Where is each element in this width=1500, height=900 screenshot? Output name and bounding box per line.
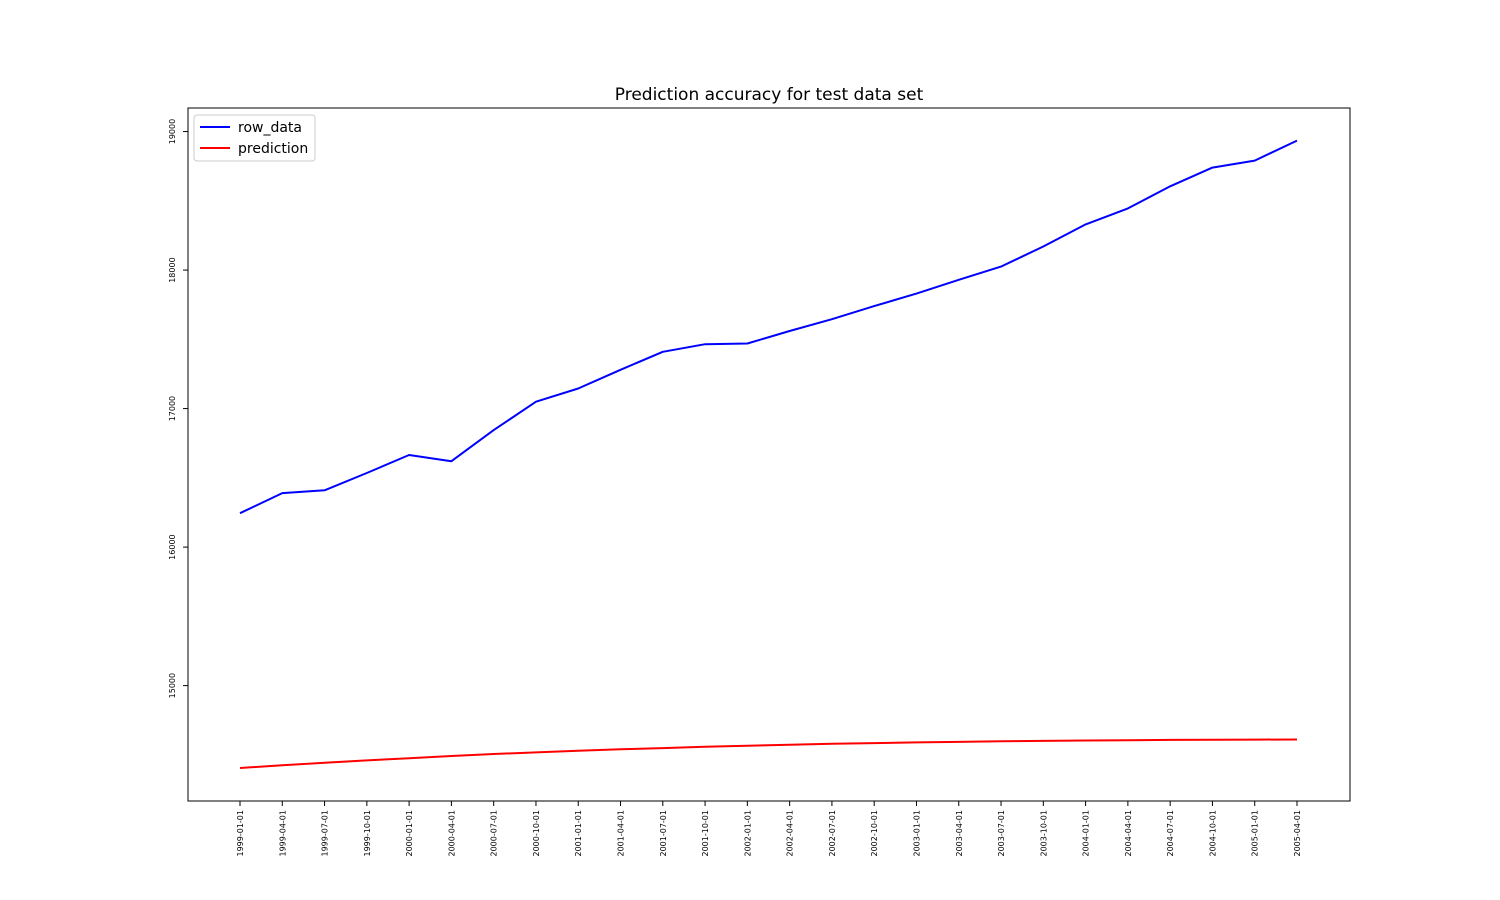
x-tick-label: 2000-04-01: [447, 810, 456, 857]
x-tick-label: 2001-07-01: [659, 810, 668, 857]
x-tick-label: 2000-10-01: [532, 810, 541, 857]
x-tick-label: 1999-10-01: [363, 810, 372, 857]
x-tick-label: 2004-10-01: [1208, 810, 1217, 857]
series-layer: [239, 139, 1298, 769]
y-tick-label: 16000: [168, 534, 177, 559]
x-tick-label: 2005-04-01: [1293, 810, 1302, 857]
plot-area: [187, 107, 1351, 802]
legend-label-prediction: prediction: [238, 141, 308, 157]
legend-label-row-data: row_data: [238, 120, 302, 136]
y-tick-label: 18000: [168, 257, 177, 282]
y-tick-label: 17000: [168, 396, 177, 421]
x-tick-label: 2004-07-01: [1166, 810, 1175, 857]
chart-title: Prediction accuracy for test data set: [615, 85, 924, 105]
x-tick-label: 2003-07-01: [997, 810, 1006, 857]
x-tick-label: 1999-04-01: [278, 810, 287, 857]
x-tick-label: 2004-04-01: [1124, 810, 1133, 857]
x-tick-label: 2004-01-01: [1082, 810, 1091, 857]
legend: row_data prediction: [193, 114, 316, 162]
series-line-row-data: [239, 139, 1298, 515]
x-tick-label: 2001-04-01: [617, 810, 626, 857]
y-axis: 15000 16000 17000 18000 19000: [168, 119, 188, 698]
x-tick-label: 2000-07-01: [490, 810, 499, 857]
series-line-prediction: [239, 738, 1298, 769]
x-tick-label: 1999-07-01: [321, 810, 330, 857]
x-axis: 1999-01-01 1999-04-01 1999-07-01 1999-10-01…: [236, 801, 1302, 857]
x-tick-label: 1999-01-01: [236, 810, 245, 857]
y-tick-label: 15000: [168, 673, 177, 698]
x-tick-label: 2001-10-01: [701, 810, 710, 857]
x-tick-label: 2003-01-01: [912, 810, 921, 857]
y-tick-label: 19000: [168, 119, 177, 144]
x-tick-label: 2002-10-01: [870, 810, 879, 857]
x-tick-label: 2003-10-01: [1039, 810, 1048, 857]
x-tick-label: 2000-01-01: [405, 810, 414, 857]
x-tick-label: 2002-04-01: [786, 810, 795, 857]
x-tick-label: 2002-01-01: [743, 810, 752, 857]
x-tick-label: 2005-01-01: [1251, 810, 1260, 857]
x-tick-label: 2003-04-01: [955, 810, 964, 857]
x-tick-label: 2001-01-01: [574, 810, 583, 857]
x-tick-label: 2002-07-01: [828, 810, 837, 857]
